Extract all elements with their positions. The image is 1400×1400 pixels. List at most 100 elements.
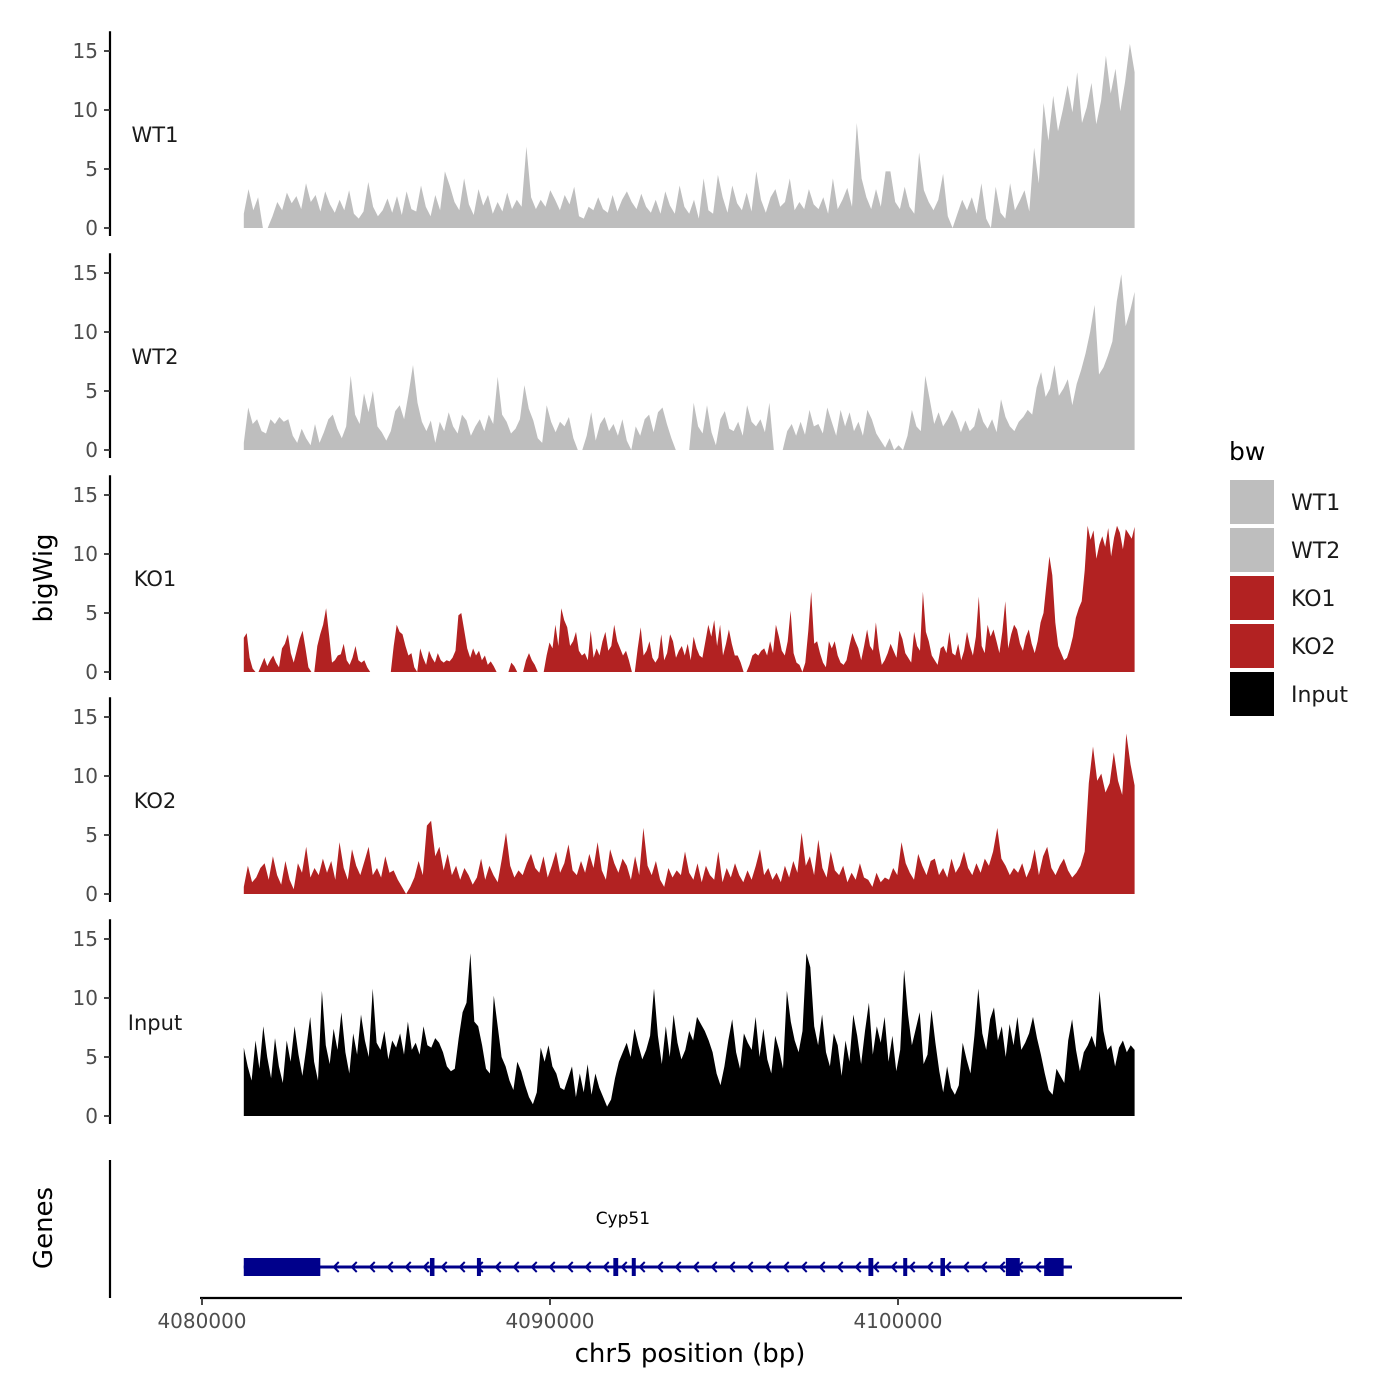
legend-swatch-input bbox=[1230, 672, 1274, 716]
track-input: 0 5 10 15 Input bbox=[73, 919, 1135, 1128]
x-axis-title: chr5 position (bp) bbox=[575, 1339, 806, 1369]
legend-label-ko2: KO2 bbox=[1291, 635, 1336, 660]
area-wt2 bbox=[243, 274, 1135, 450]
strand-arrow bbox=[404, 1261, 412, 1273]
strand-arrow bbox=[494, 1261, 502, 1273]
strand-arrow bbox=[998, 1261, 1006, 1273]
track-label-ko2: KO2 bbox=[134, 789, 177, 813]
strand-arrow bbox=[566, 1261, 574, 1273]
strand-arrow bbox=[926, 1261, 934, 1273]
strand-arrow bbox=[584, 1261, 592, 1273]
y-tick-label-ko1-5: 5 bbox=[85, 601, 98, 625]
track-wt2: 0 5 10 15 WT2 bbox=[73, 253, 1135, 462]
strand-arrow bbox=[638, 1261, 646, 1273]
exon-4 bbox=[613, 1258, 619, 1276]
strand-arrow bbox=[602, 1261, 610, 1273]
track-wt1: 0 5 10 15 WT1 bbox=[73, 31, 1135, 240]
x-tick-label-4080000: 4080000 bbox=[157, 1309, 246, 1333]
strand-arrow bbox=[548, 1261, 556, 1273]
y-tick-label-wt2-0: 0 bbox=[85, 438, 98, 462]
exon-9 bbox=[1005, 1258, 1020, 1276]
strand-arrow bbox=[422, 1261, 430, 1273]
strand-arrow bbox=[656, 1261, 664, 1273]
y-tick-label-ko2-0: 0 bbox=[85, 882, 98, 906]
legend-label-wt1: WT1 bbox=[1291, 491, 1340, 516]
strand-arrow bbox=[332, 1261, 340, 1273]
strand-arrow bbox=[674, 1261, 682, 1273]
y-tick-label-ko1-0: 0 bbox=[85, 660, 98, 684]
strand-arrow bbox=[620, 1261, 628, 1273]
x-tick-label-4090000: 4090000 bbox=[505, 1309, 594, 1333]
exon-8 bbox=[940, 1258, 945, 1276]
strand-arrow bbox=[746, 1261, 754, 1273]
strand-arrow bbox=[692, 1261, 700, 1273]
area-input bbox=[243, 953, 1135, 1116]
legend: bw WT1 WT2 KO1 KO2 Input bbox=[1229, 437, 1348, 716]
x-tick-label-4100000: 4100000 bbox=[853, 1309, 942, 1333]
strand-arrow bbox=[458, 1261, 466, 1273]
y-tick-label-wt2-10: 10 bbox=[73, 320, 98, 344]
y-tick-label-ko2-5: 5 bbox=[85, 823, 98, 847]
y-tick-label-wt1-15: 15 bbox=[73, 39, 98, 63]
track-ko1: 0 5 10 15 KO1 bbox=[73, 475, 1135, 684]
strand-arrow bbox=[350, 1261, 358, 1273]
strand-arrow bbox=[512, 1261, 520, 1273]
legend-label-input: Input bbox=[1291, 683, 1348, 708]
y-tick-label-input-5: 5 bbox=[85, 1045, 98, 1069]
strand-arrow bbox=[386, 1261, 394, 1273]
gene-name-label: Cyp51 bbox=[596, 1209, 650, 1229]
strand-arrow bbox=[368, 1261, 376, 1273]
exon-2 bbox=[429, 1258, 435, 1276]
y-tick-label-ko2-15: 15 bbox=[73, 705, 98, 729]
y-tick-label-input-10: 10 bbox=[73, 986, 98, 1010]
area-wt1 bbox=[243, 43, 1135, 229]
strand-arrow bbox=[530, 1261, 538, 1273]
x-axis: 4080000 4090000 4100000 bbox=[157, 1296, 1182, 1333]
strand-arrow bbox=[836, 1261, 844, 1273]
legend-label-ko1: KO1 bbox=[1291, 587, 1336, 612]
gene-panel-title: Genes bbox=[29, 1187, 59, 1269]
y-tick-label-wt2-15: 15 bbox=[73, 261, 98, 285]
strand-arrow bbox=[1034, 1261, 1042, 1273]
strand-arrow bbox=[908, 1261, 916, 1273]
exon-5 bbox=[631, 1258, 636, 1276]
legend-swatch-wt2 bbox=[1230, 528, 1274, 572]
strand-arrow bbox=[710, 1261, 718, 1273]
y-tick-label-input-15: 15 bbox=[73, 927, 98, 951]
strand-arrow bbox=[872, 1261, 880, 1273]
y-tick-label-ko1-10: 10 bbox=[73, 542, 98, 566]
exon-1 bbox=[243, 1258, 321, 1276]
strand-arrow bbox=[782, 1261, 790, 1273]
legend-swatch-wt1 bbox=[1230, 480, 1274, 524]
signal-tracks: 0 5 10 15 WT1 0 5 10 15 WT2 0 5 10 15 KO1 0 5 10 15 KO2 0 5 10… bbox=[73, 31, 1135, 1128]
y-tick-label-ko1-15: 15 bbox=[73, 483, 98, 507]
y-tick-label-wt1-10: 10 bbox=[73, 98, 98, 122]
strand-arrow bbox=[800, 1261, 808, 1273]
track-label-input: Input bbox=[128, 1011, 182, 1035]
y-tick-label-wt2-5: 5 bbox=[85, 379, 98, 403]
exon-7 bbox=[903, 1258, 908, 1276]
strand-arrow bbox=[962, 1261, 970, 1273]
y-tick-label-ko2-10: 10 bbox=[73, 764, 98, 788]
legend-title: bw bbox=[1229, 437, 1265, 466]
exon-6 bbox=[868, 1258, 874, 1276]
legend-label-wt2: WT2 bbox=[1291, 539, 1340, 564]
track-label-ko1: KO1 bbox=[134, 567, 177, 591]
y-tick-label-wt1-5: 5 bbox=[85, 157, 98, 181]
y-axis-title: bigWig bbox=[29, 533, 59, 622]
y-tick-label-wt1-0: 0 bbox=[85, 216, 98, 240]
strand-arrow bbox=[764, 1261, 772, 1273]
track-label-wt1: WT1 bbox=[132, 123, 179, 147]
strand-arrow bbox=[728, 1261, 736, 1273]
track-ko2: 0 5 10 15 KO2 bbox=[73, 697, 1135, 906]
area-ko1 bbox=[243, 525, 1135, 672]
legend-swatch-ko1 bbox=[1230, 576, 1274, 620]
strand-arrow bbox=[944, 1261, 952, 1273]
exon-3 bbox=[476, 1258, 481, 1276]
area-ko2 bbox=[243, 733, 1135, 894]
y-tick-label-input-0: 0 bbox=[85, 1104, 98, 1128]
strand-arrow bbox=[818, 1261, 826, 1273]
exon-10 bbox=[1044, 1258, 1064, 1276]
gene-panel: Cyp51 bbox=[108, 1160, 1072, 1298]
